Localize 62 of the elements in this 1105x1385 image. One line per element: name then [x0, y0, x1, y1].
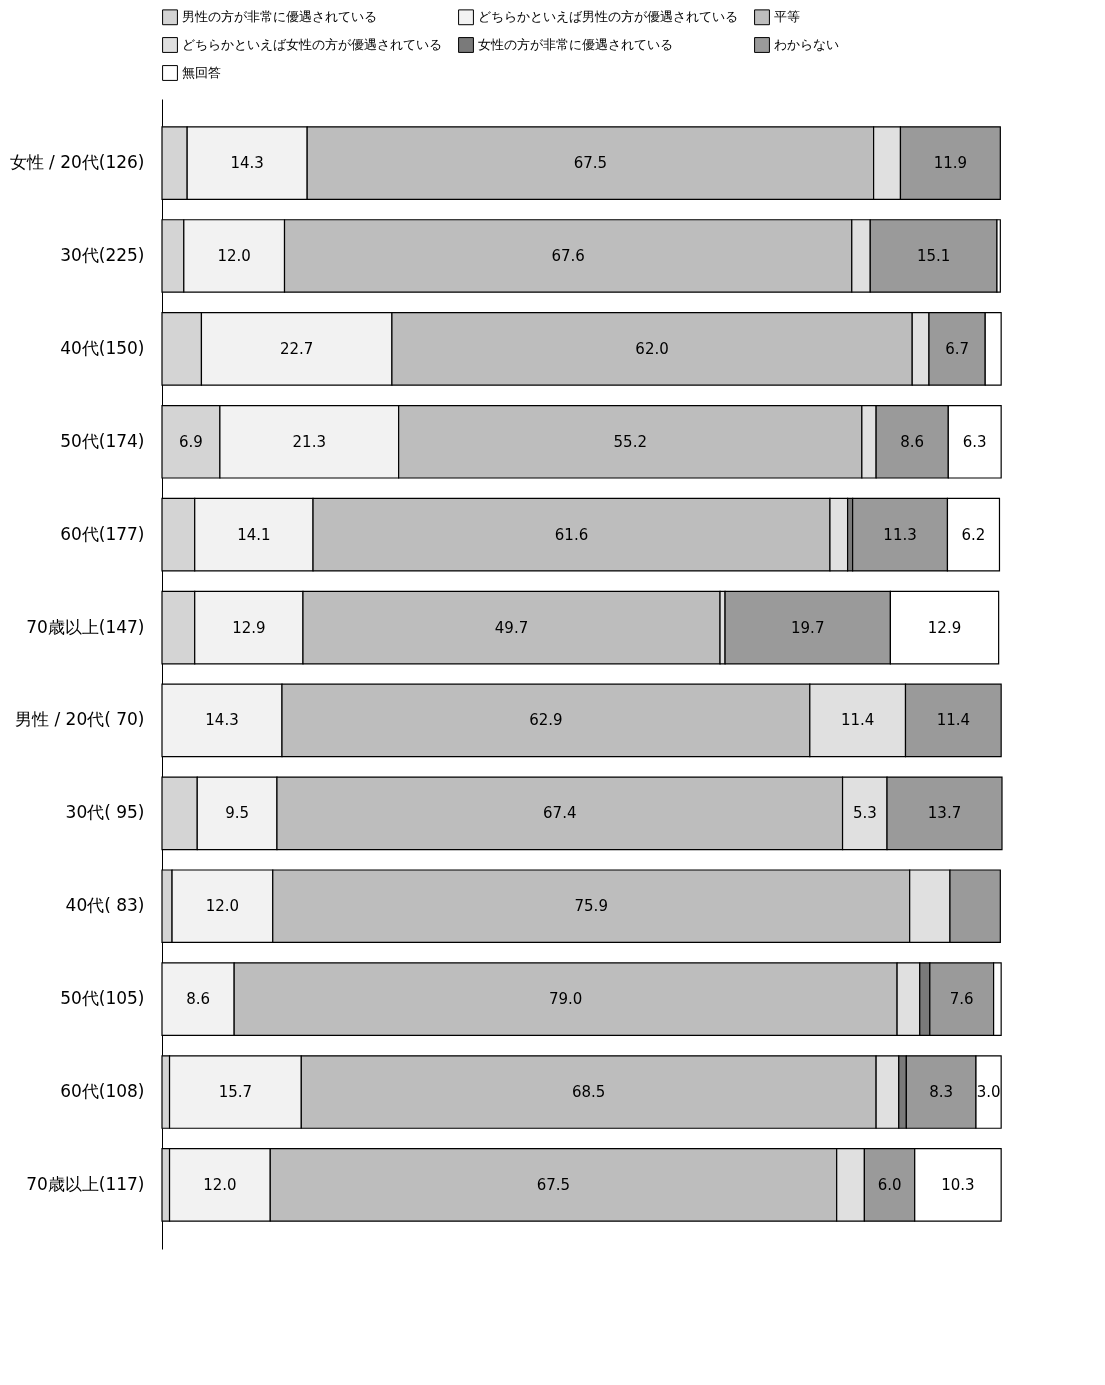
data-label: 68.5	[572, 1083, 606, 1102]
legend-label: 女性の方が非常に優遇されている	[478, 37, 673, 52]
data-label: 62.9	[529, 711, 563, 730]
data-label: 6.0	[877, 1175, 902, 1194]
data-label: 11.4	[936, 711, 971, 730]
y-tick-label: 40代( 83)	[65, 895, 145, 916]
data-label: 79.0	[548, 990, 583, 1009]
y-tick-label: 50代(174)	[60, 430, 145, 451]
data-label: 75.9	[574, 897, 608, 916]
data-label: 62.0	[635, 339, 669, 358]
data-label: 11.9	[933, 154, 968, 173]
data-label: 67.6	[551, 246, 585, 265]
y-tick-label: 60代(177)	[60, 523, 145, 544]
legend-label: わからない	[774, 37, 839, 52]
data-label: 12.9	[232, 618, 266, 637]
data-label: 3.0	[976, 1083, 1001, 1102]
data-label: 14.3	[205, 711, 239, 730]
y-tick-label: 50代(105)	[60, 988, 145, 1009]
legend-label: 無回答	[182, 65, 221, 80]
data-label: 11.4	[840, 711, 875, 730]
data-label: 6.7	[945, 339, 970, 358]
data-label: 10.3	[941, 1175, 975, 1194]
data-label: 67.5	[573, 154, 608, 173]
data-label: 6.9	[179, 432, 203, 451]
data-label: 7.6	[949, 990, 974, 1009]
data-label: 21.3	[292, 432, 326, 451]
data-label: 49.7	[494, 618, 529, 637]
y-tick-label: 40代(150)	[60, 337, 145, 358]
data-label: 22.7	[279, 339, 314, 358]
data-label: 12.9	[927, 618, 962, 637]
data-label: 9.5	[225, 804, 250, 823]
data-label: 6.2	[961, 525, 986, 544]
data-label: 13.7	[927, 804, 962, 823]
data-label: 8.6	[900, 432, 925, 451]
y-tick-label: 男性 / 20代( 70)	[15, 709, 145, 730]
data-label: 55.2	[613, 432, 647, 451]
data-label: 14.3	[230, 154, 264, 173]
data-label: 15.7	[218, 1083, 253, 1102]
legend-label: 平等	[774, 9, 800, 25]
data-label: 15.1	[916, 246, 951, 265]
data-label: 8.3	[929, 1083, 954, 1102]
y-tick-label: 女性 / 20代(126)	[9, 152, 145, 173]
y-tick-label: 30代(225)	[60, 244, 145, 265]
legend-label: 男性の方が非常に優遇されている	[182, 9, 377, 25]
data-label: 67.5	[536, 1175, 571, 1194]
data-label: 12.0	[217, 246, 251, 265]
legend-label: どちらかといえば女性の方が優遇されている	[182, 37, 442, 52]
data-label: 8.6	[186, 990, 211, 1009]
y-tick-label: 30代( 95)	[65, 802, 145, 823]
y-tick-label: 70歳以上(117)	[26, 1173, 145, 1194]
data-label: 6.3	[962, 432, 987, 451]
data-label: 61.6	[554, 525, 589, 544]
data-label: 19.7	[791, 618, 825, 637]
data-label: 11.3	[883, 525, 917, 544]
data-label: 67.4	[543, 804, 577, 823]
y-tick-label: 60代(108)	[60, 1081, 145, 1102]
data-label: 12.0	[203, 1175, 237, 1194]
y-tick-label: 70歳以上(147)	[26, 616, 145, 637]
data-label: 5.3	[852, 804, 877, 823]
data-label: 12.0	[205, 897, 240, 916]
data-label: 14.1	[237, 525, 271, 544]
legend-label: どちらかといえば男性の方が優遇されている	[478, 9, 738, 25]
